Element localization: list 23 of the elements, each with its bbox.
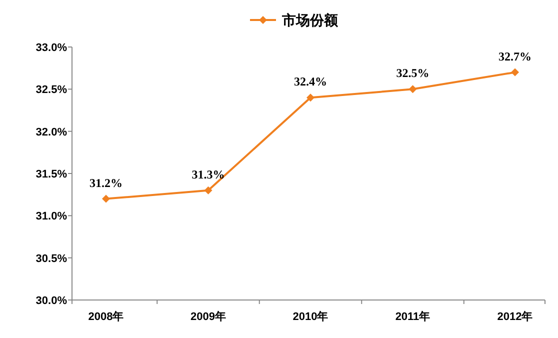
text: 31.3% <box>192 167 225 182</box>
x-tick-label: 2012年 <box>497 310 533 323</box>
x-tick-label: 2008年 <box>88 310 124 323</box>
text: 31.2% <box>90 176 122 190</box>
y-tick-label: 30.5% <box>36 252 68 265</box>
point <box>408 85 417 94</box>
y-tick-label: 32.0% <box>36 126 68 138</box>
y-tick-label: 31.5% <box>36 168 68 180</box>
y-tick-label: 31.0% <box>36 210 68 223</box>
legend-label: 市场份额 <box>281 12 339 28</box>
text: 32.4% <box>294 74 327 89</box>
y-tick-label: 33.0% <box>36 42 68 54</box>
point <box>102 194 110 203</box>
x-tick-label: 2011年 <box>395 310 430 323</box>
y-tick-label: 32.5% <box>36 84 68 96</box>
y-tick-label: 30.0% <box>36 295 68 307</box>
point <box>204 186 212 194</box>
point <box>511 68 519 76</box>
x-tick-label: 2009年 <box>190 310 226 323</box>
text: 32.7% <box>498 49 532 64</box>
point <box>306 94 314 102</box>
x-tick-label: 2010年 <box>292 310 328 323</box>
text: 32.5% <box>396 66 430 80</box>
